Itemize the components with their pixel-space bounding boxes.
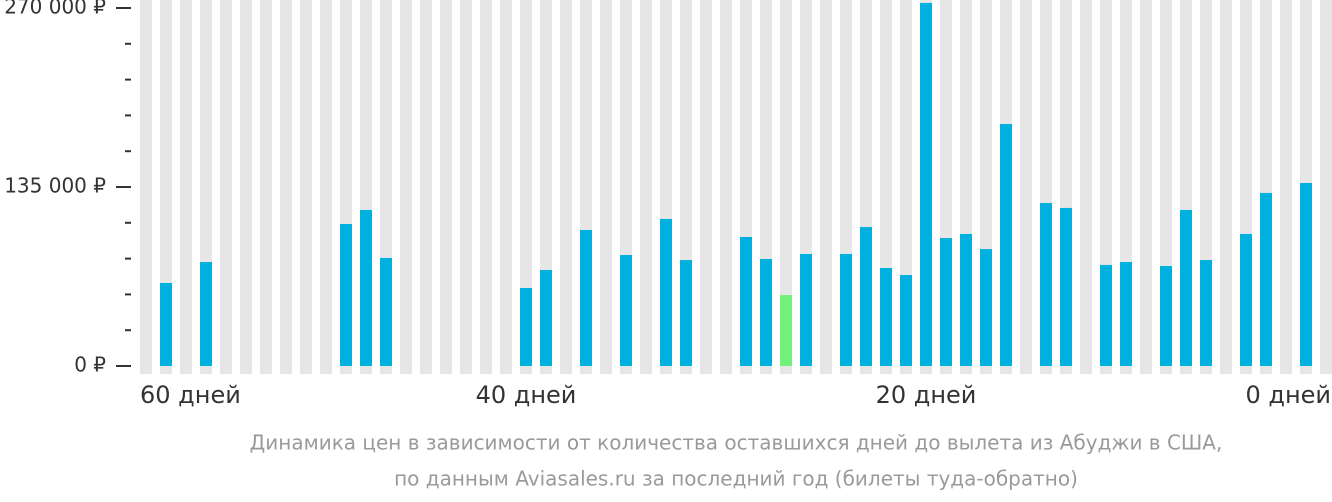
bar [1260,192,1272,366]
bar [1120,262,1132,366]
column-bg [820,0,832,374]
bar [380,257,392,366]
bar [860,227,872,366]
bar [960,233,972,366]
bar [1180,209,1192,366]
column-bg [300,0,312,374]
column-bg [440,0,452,374]
column-bg [1140,0,1152,374]
column-bg [600,0,612,374]
bar [200,262,212,366]
bar [540,270,552,366]
bar [580,229,592,366]
x-tick-label: 40 дней [476,381,577,409]
column-bg [700,0,712,374]
column-bg [460,0,472,374]
bar [880,268,892,366]
caption: Динамика цен в зависимости от количества… [250,431,1223,455]
x-tick-label: 60 дней [140,381,241,409]
column-bg [500,0,512,374]
bar [660,218,672,366]
bar [800,253,812,366]
bar [760,258,772,366]
column-bg [480,0,492,374]
bar [780,295,792,366]
bar [1240,233,1252,366]
bar [900,275,912,366]
column-bg [160,0,172,374]
bar [1160,266,1172,366]
column-bg [240,0,252,374]
y-tick-label: 135 000 ₽ [4,174,106,198]
column-bg [780,0,792,374]
column-bg [1020,0,1032,374]
bar [1100,264,1112,366]
bar [1300,183,1312,366]
column-bg [560,0,572,374]
x-tick-label: 0 дней [1245,381,1331,409]
column-bg [720,0,732,374]
column-bg [1080,0,1092,374]
bar [1200,260,1212,366]
column-bg [280,0,292,374]
bar [680,260,692,366]
bar [360,209,372,366]
column-bg [400,0,412,374]
bar [1040,203,1052,366]
column-bg [140,0,152,374]
y-tick-label: 270 000 ₽ [4,0,106,19]
column-bg [1220,0,1232,374]
bar [920,2,932,366]
caption: по данным Aviasales.ru за последний год … [394,467,1078,491]
column-bg [320,0,332,374]
bar [740,236,752,366]
bar [520,288,532,366]
bar [980,249,992,366]
column-bg [260,0,272,374]
column-bg [180,0,192,374]
bar [1060,207,1072,366]
bar [1000,124,1012,366]
column-bg [220,0,232,374]
bar [160,282,172,366]
bar [940,238,952,366]
column-bg [1320,0,1332,374]
column-bg [640,0,652,374]
bar [620,255,632,366]
bar [340,223,352,366]
column-bg [420,0,432,374]
bar [840,253,852,366]
x-tick-label: 20 дней [876,381,977,409]
y-tick-label: 0 ₽ [74,353,106,377]
column-bg [520,0,532,374]
column-bg [1280,0,1292,374]
